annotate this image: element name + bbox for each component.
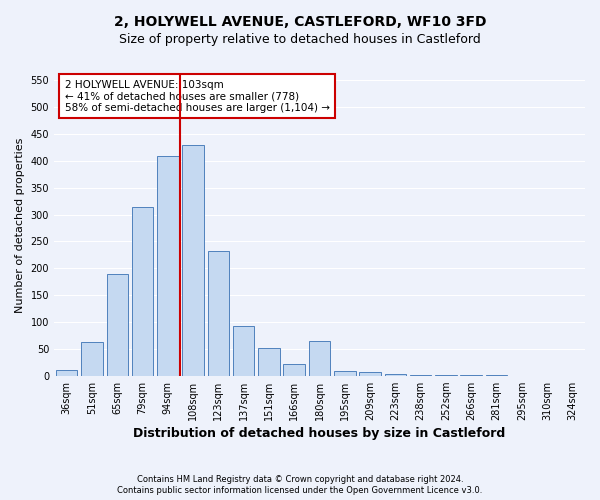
Bar — [81, 342, 103, 376]
Bar — [157, 156, 179, 376]
Bar — [359, 372, 381, 376]
Bar — [460, 375, 482, 376]
Bar — [283, 364, 305, 376]
Bar — [233, 326, 254, 376]
Text: 2 HOLYWELL AVENUE: 103sqm
← 41% of detached houses are smaller (778)
58% of semi: 2 HOLYWELL AVENUE: 103sqm ← 41% of detac… — [65, 80, 329, 112]
Bar — [309, 341, 330, 376]
Bar — [486, 375, 507, 376]
Bar — [334, 372, 356, 376]
Text: Contains HM Land Registry data © Crown copyright and database right 2024.: Contains HM Land Registry data © Crown c… — [137, 475, 463, 484]
Bar — [107, 274, 128, 376]
Bar — [56, 370, 77, 376]
Text: Size of property relative to detached houses in Castleford: Size of property relative to detached ho… — [119, 32, 481, 46]
Bar — [208, 251, 229, 376]
Bar — [410, 374, 431, 376]
Bar — [385, 374, 406, 376]
Bar — [182, 145, 204, 376]
Y-axis label: Number of detached properties: Number of detached properties — [15, 138, 25, 313]
X-axis label: Distribution of detached houses by size in Castleford: Distribution of detached houses by size … — [133, 427, 506, 440]
Bar — [258, 348, 280, 376]
Bar — [435, 374, 457, 376]
Text: 2, HOLYWELL AVENUE, CASTLEFORD, WF10 3FD: 2, HOLYWELL AVENUE, CASTLEFORD, WF10 3FD — [114, 15, 486, 29]
Bar — [132, 206, 153, 376]
Text: Contains public sector information licensed under the Open Government Licence v3: Contains public sector information licen… — [118, 486, 482, 495]
